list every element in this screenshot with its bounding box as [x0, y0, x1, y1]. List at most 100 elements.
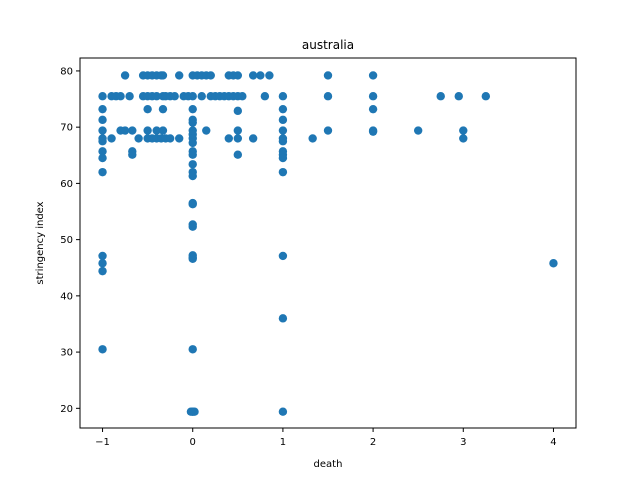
scatter-point: [278, 314, 288, 323]
chart-title: australia: [302, 38, 354, 52]
scatter-point: [248, 71, 258, 80]
scatter-point: [278, 104, 288, 114]
scatter-point: [98, 137, 107, 146]
scatter-point: [98, 153, 107, 163]
scatter-point: [278, 137, 288, 146]
scatter-point: [188, 104, 197, 114]
scatter-point: [107, 134, 116, 143]
plot-frame: [79, 57, 577, 429]
scatter-point: [143, 104, 152, 114]
scatter-point: [158, 104, 168, 114]
scatter-point: [459, 126, 468, 135]
scatter-point: [459, 134, 468, 143]
scatter-point: [128, 126, 137, 135]
scatter-point: [175, 134, 184, 143]
scatter-point: [98, 266, 107, 276]
scatter-point: [323, 92, 333, 101]
scatter-point: [188, 254, 197, 263]
scatter-point: [278, 126, 288, 135]
scatter-point: [481, 92, 491, 101]
scatter-point: [278, 167, 288, 177]
scatter-point: [368, 92, 378, 101]
scatter-point: [233, 71, 243, 80]
scatter-point: [368, 104, 378, 114]
scatter-point: [125, 92, 134, 101]
x-axis-label: death: [314, 459, 343, 470]
scatter-point: [413, 126, 423, 135]
scatter-point: [323, 71, 333, 80]
scatter-point: [233, 150, 243, 159]
scatter-point: [98, 104, 107, 114]
x-tick-label: 4: [550, 437, 556, 448]
scatter-point: [152, 92, 161, 101]
scatter-point: [260, 92, 270, 101]
scatter-point: [152, 126, 161, 135]
scatter-point: [188, 160, 197, 169]
scatter-point: [98, 167, 107, 177]
y-tick-label: 30: [60, 348, 73, 359]
scatter-point: [436, 92, 445, 101]
scatter-point: [186, 407, 196, 416]
scatter-point: [278, 92, 288, 101]
y-tick-label: 70: [60, 123, 73, 134]
scatter-point: [278, 115, 288, 125]
scatter-point: [116, 126, 125, 135]
x-tick-label: 3: [460, 437, 466, 448]
scatter-point: [188, 200, 197, 209]
scatter-point: [323, 126, 333, 135]
scatter-point: [98, 126, 107, 135]
scatter-point: [188, 345, 197, 354]
scatter-point: [233, 126, 243, 135]
scatter-point: [202, 126, 211, 135]
scatter-point: [238, 92, 247, 101]
scatter-point: [256, 71, 265, 80]
scatter-point: [188, 138, 197, 148]
axis-ticks: −1 0 1 2 3 4 20 30 40 50 60 70 80: [60, 66, 556, 448]
scatter-point: [308, 134, 317, 143]
y-tick-label: 80: [60, 66, 73, 77]
scatter-point: [98, 251, 107, 261]
scatter-point: [175, 71, 184, 80]
scatter-point: [454, 92, 463, 101]
scatter-point: [278, 407, 288, 416]
scatter-point: [116, 92, 125, 101]
scatter-point: [158, 126, 168, 135]
data-points: [98, 71, 558, 416]
scatter-point: [120, 71, 130, 80]
scatter-point: [248, 134, 258, 143]
scatter-point: [278, 153, 288, 163]
scatter-point: [98, 115, 107, 125]
scatter-point: [188, 222, 197, 231]
scatter-point: [206, 71, 215, 80]
scatter-point: [233, 106, 243, 116]
scatter-point: [98, 147, 107, 156]
y-tick-label: 60: [60, 179, 73, 190]
x-tick-label: 0: [190, 437, 196, 448]
scatter-point: [134, 134, 143, 143]
scatter-point: [278, 251, 288, 261]
scatter-point: [98, 345, 107, 354]
scatter-point: [143, 126, 152, 135]
x-tick-label: 1: [280, 437, 286, 448]
scatter-point: [98, 92, 107, 101]
scatter-point: [233, 134, 243, 143]
x-tick-label: 2: [370, 437, 376, 448]
scatter-point: [197, 92, 206, 101]
scatter-point: [188, 118, 197, 127]
y-tick-label: 40: [60, 291, 73, 302]
scatter-point: [224, 134, 233, 143]
scatter-point: [188, 92, 197, 101]
scatter-point: [188, 171, 197, 181]
scatter-point: [368, 127, 378, 136]
scatter-point: [158, 71, 168, 80]
scatter-point: [165, 134, 175, 143]
scatter-point: [128, 150, 137, 159]
scatter-point: [265, 71, 274, 80]
x-tick-label: −1: [95, 437, 110, 448]
y-tick-label: 50: [60, 235, 73, 246]
scatter-point: [368, 71, 378, 80]
scatter-point: [170, 92, 179, 101]
y-axis-label: stringency index: [35, 201, 46, 284]
